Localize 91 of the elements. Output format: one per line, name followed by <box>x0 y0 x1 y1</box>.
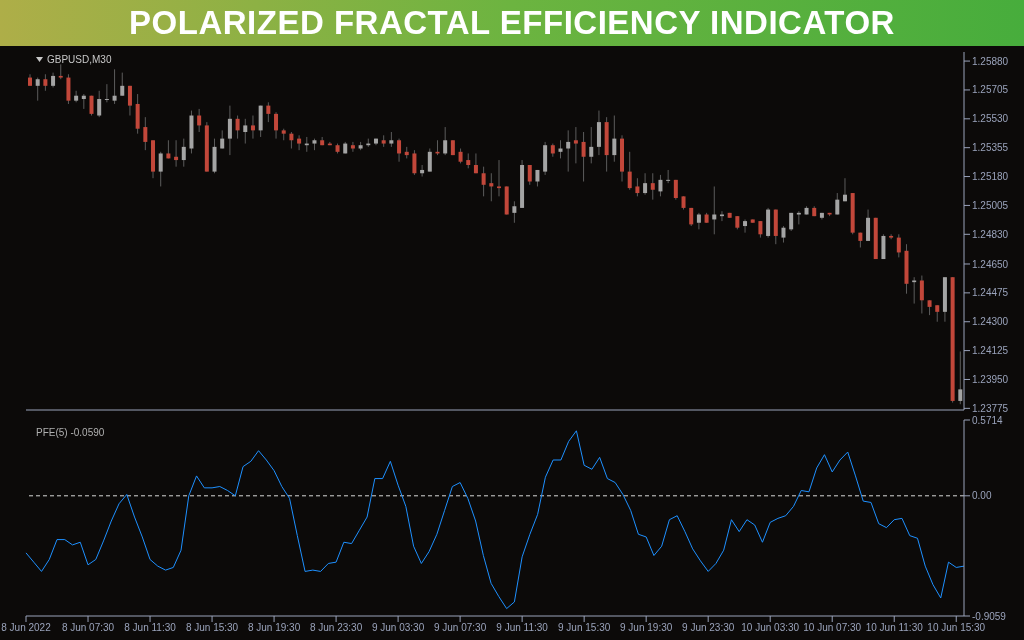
candlestick <box>635 177 640 197</box>
candlestick <box>919 275 924 314</box>
y-tick-label: 1.25530 <box>972 113 1009 125</box>
candlestick <box>958 350 963 405</box>
x-tick-label: 10 Jun 03:30 <box>741 622 800 634</box>
x-tick-label: 8 Jun 2022 <box>1 622 52 634</box>
x-tick-label: 8 Jun 23:30 <box>309 622 363 634</box>
candlestick <box>835 192 840 215</box>
candlestick <box>896 233 901 258</box>
candlestick <box>512 200 517 224</box>
candlestick <box>350 141 355 153</box>
candlestick <box>427 148 432 173</box>
text: PFE(5) -0.0590 <box>36 427 105 438</box>
x-tick-label: 9 Jun 03:30 <box>371 622 425 634</box>
candlestick <box>181 138 186 168</box>
candlestick <box>666 169 671 184</box>
candlestick <box>143 116 148 151</box>
candlestick <box>497 159 501 197</box>
candlestick <box>227 105 232 156</box>
y-tick-label: 1.25180 <box>972 171 1009 183</box>
candlestick <box>612 115 617 163</box>
candlestick <box>220 129 225 150</box>
candlestick <box>297 134 302 151</box>
candlestick <box>566 129 571 173</box>
candlestick <box>743 218 748 234</box>
x-tick-label: 8 Jun 11:30 <box>124 622 177 634</box>
candlestick <box>481 166 486 197</box>
candlestick <box>97 90 102 118</box>
x-tick-label: 10 Jun 11:30 <box>865 622 924 634</box>
candlestick <box>274 111 279 140</box>
candlestick <box>889 233 894 240</box>
y-tick-label: 1.25880 <box>972 55 1009 67</box>
candlestick <box>589 126 594 164</box>
candlestick <box>658 174 663 197</box>
candlestick <box>866 209 871 242</box>
candlestick <box>420 164 425 178</box>
candlestick <box>197 108 202 133</box>
y-tick-label: 1.25355 <box>972 142 1009 154</box>
y-tick-label: -0.9059 <box>972 610 1007 622</box>
chart-subtitle: GBPUSD,M30 <box>47 54 112 65</box>
candlestick <box>66 73 71 105</box>
x-tick-label: 8 Jun 15:30 <box>185 622 239 634</box>
candlestick <box>696 212 701 230</box>
candlestick <box>397 138 402 163</box>
candlestick <box>558 139 563 159</box>
candlestick <box>881 233 886 260</box>
y-tick-label: 1.24300 <box>972 316 1009 328</box>
y-tick-label: 1.23950 <box>972 374 1009 386</box>
candlestick <box>120 72 125 97</box>
x-tick-label: 9 Jun 15:30 <box>558 622 611 634</box>
x-tick-label: 9 Jun 19:30 <box>620 622 673 634</box>
candlestick <box>74 90 79 103</box>
x-tick-label: 10 Jun 07:30 <box>803 622 862 634</box>
x-tick-label: 8 Jun 19:30 <box>247 622 301 634</box>
y-tick-label: 1.24830 <box>972 228 1009 240</box>
candlestick <box>235 115 240 140</box>
x-tick-label: 9 Jun 11:30 <box>496 622 549 634</box>
candlestick <box>243 118 248 145</box>
candlestick <box>250 115 255 140</box>
candlestick <box>650 172 655 201</box>
x-tick-label: 9 Jun 23:30 <box>682 622 735 634</box>
y-tick-label: 1.23775 <box>972 402 1009 414</box>
candlestick <box>158 151 163 187</box>
candlestick <box>489 172 494 202</box>
candlestick <box>581 131 586 183</box>
x-tick-label: 10 Jun 15:30 <box>927 622 986 634</box>
candlestick <box>104 83 109 103</box>
candlestick <box>266 101 271 123</box>
candlestick <box>573 126 578 164</box>
x-tick-label: 9 Jun 07:30 <box>433 622 487 634</box>
candlestick <box>127 85 132 117</box>
y-tick-label: 1.25005 <box>972 199 1009 211</box>
candlestick <box>412 149 417 176</box>
y-tick-label: 0.5714 <box>972 414 1004 426</box>
candlestick <box>796 210 801 225</box>
candlestick <box>643 172 648 196</box>
candlestick <box>112 68 117 105</box>
candlestick <box>912 276 917 305</box>
candlestick <box>527 164 532 186</box>
y-tick-label: 1.24475 <box>972 287 1009 299</box>
y-tick-label: 1.24125 <box>972 345 1009 357</box>
candlestick <box>35 77 40 102</box>
y-tick-label: 0.00 <box>972 490 992 502</box>
y-tick-label: 1.24650 <box>972 258 1009 270</box>
line-series <box>25 430 965 610</box>
candlestick <box>174 139 179 168</box>
candlestick <box>627 151 632 191</box>
candlestick <box>443 126 448 156</box>
chart-title: POLARIZED FRACTAL EFFICIENCY INDICATOR <box>129 4 895 42</box>
y-tick-label: 1.25705 <box>972 84 1009 96</box>
x-tick-label: 8 Jun 07:30 <box>61 622 115 634</box>
